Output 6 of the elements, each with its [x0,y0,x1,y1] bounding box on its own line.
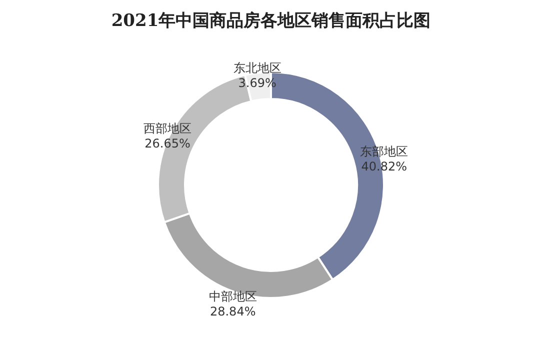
data-label: 28.84% [210,304,256,319]
chart-title: 2021年中国商品房各地区销售面积占比图 [111,11,431,31]
slice-label: 中部地区 [208,290,257,304]
slice-label: 东北地区 [233,60,282,75]
data-label: 26.65% [144,136,190,150]
slice-label: 西部地区 [144,121,192,136]
